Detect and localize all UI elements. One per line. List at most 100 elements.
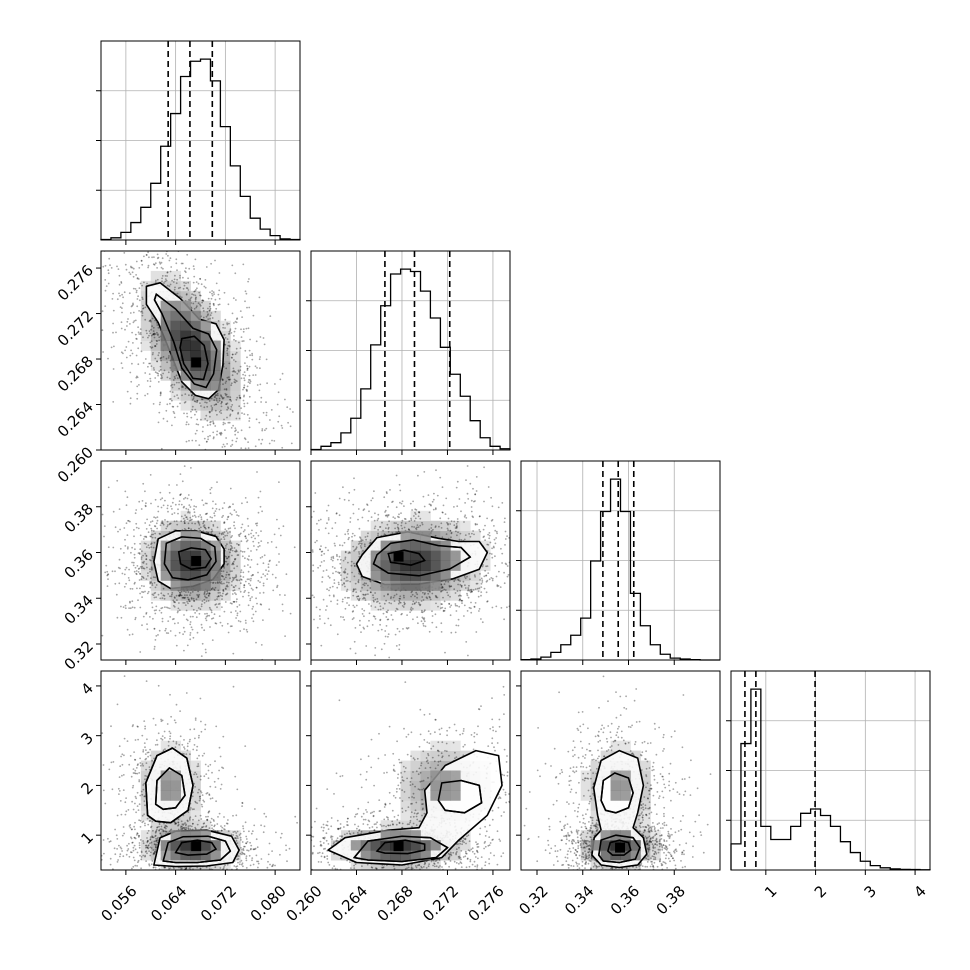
sample-point [132,303,135,306]
sample-point [239,310,242,312]
sample-point [144,795,146,798]
sample-point [504,562,507,565]
sample-point [355,546,358,549]
sample-point [208,592,211,595]
density-bin [150,530,162,541]
sample-point [172,599,175,602]
sample-point [377,513,380,516]
sample-point [153,645,156,648]
sample-point [230,427,233,429]
sample-point [518,645,520,647]
sample-point [232,589,235,592]
sample-point [458,498,461,500]
sample-point [174,821,176,824]
sample-point [406,614,408,616]
sample-point [244,580,247,583]
sample-point [170,715,173,718]
sample-point [119,853,122,856]
sample-point [453,588,456,591]
density-core [170,550,181,561]
sample-point [237,515,240,517]
sample-point [129,397,132,400]
sample-point [204,513,207,515]
sample-point [466,575,468,578]
sample-point [235,398,238,401]
sample-point [372,596,375,599]
sample-point [133,556,136,559]
sample-point [493,525,495,527]
sample-point [479,579,481,581]
sample-point [160,375,163,377]
sample-point [72,245,74,247]
sample-point [472,589,475,591]
sample-point [159,391,162,394]
sample-point [341,598,344,601]
sample-point [259,557,262,559]
sample-point [246,306,248,309]
sample-point [431,500,434,503]
sample-point [511,542,513,544]
sample-point [222,767,225,770]
density-bin [460,530,471,541]
sample-point [156,516,159,518]
sample-point [248,306,251,309]
sample-point [362,597,364,600]
sample-point [421,609,423,612]
sample-point [320,554,323,557]
sample-point [187,591,190,593]
sample-point [247,604,250,607]
sample-point [227,421,230,424]
sample-point [206,870,208,872]
sample-point [196,401,198,404]
sample-point [387,530,390,533]
sample-point [191,399,194,401]
sample-point [214,604,217,606]
sample-point [147,847,150,850]
sample-point [257,534,260,537]
sample-point [174,286,176,289]
sample-point [148,320,151,323]
sample-point [141,561,144,564]
sample-point [198,799,201,802]
sample-point [186,820,189,823]
sample-point [102,236,104,238]
sample-point [149,332,152,335]
sample-point [218,272,221,274]
sample-point [348,499,350,502]
sample-point [240,328,242,331]
sample-point [146,775,148,778]
sample-point [154,835,157,838]
sample-point [327,532,330,535]
sample-point [312,570,315,572]
sample-point [136,298,139,300]
sample-point [217,603,220,605]
sample-point [440,527,443,529]
sample-point [159,357,162,360]
sample-point [212,525,215,527]
sample-point [227,516,229,519]
sample-point [171,513,174,516]
density-core [210,540,221,551]
sample-point [242,330,245,333]
sample-point [574,581,576,583]
sample-point [449,530,452,532]
sample-point [358,527,361,530]
sample-point [387,593,389,595]
sample-point [485,591,488,594]
sample-point [470,588,473,591]
sample-point [149,581,152,584]
sample-point [117,530,119,533]
sample-point [281,561,283,563]
sample-point [211,507,214,510]
sample-point [465,641,468,643]
sample-point [200,405,202,407]
contour-line [163,536,217,581]
sample-point [474,588,477,590]
sample-point [435,602,437,605]
sample-point [256,522,259,525]
sample-point [161,738,164,741]
sample-point [224,382,227,384]
sample-point [122,606,125,608]
sample-point [254,445,257,448]
sample-point [121,763,124,766]
